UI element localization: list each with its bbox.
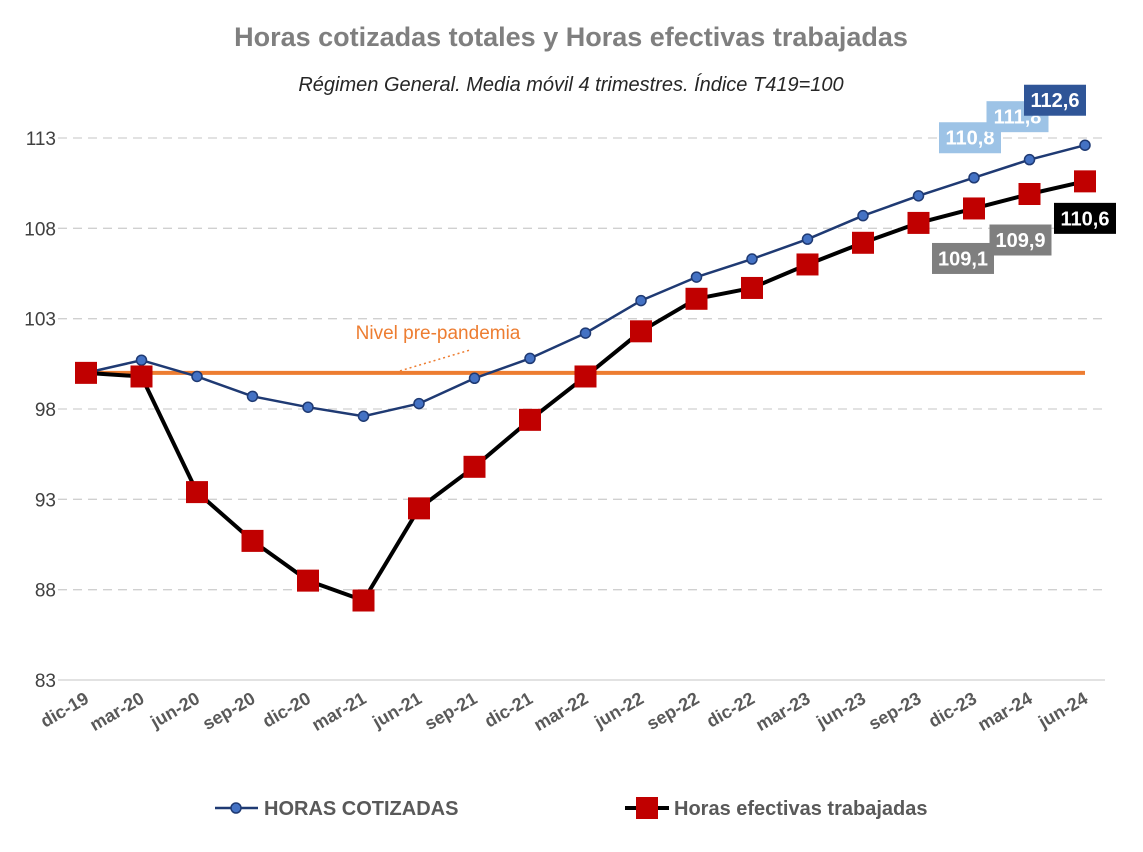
y-axis: 83 88 93 98 103 108 113 [24, 129, 56, 692]
chart-title: Horas cotizadas totales y Horas efectiva… [234, 22, 908, 52]
point-horas-efectivas [574, 365, 597, 388]
point-horas-efectivas [408, 497, 430, 520]
y-tick-label: 108 [24, 219, 56, 240]
point-horas-efectivas [519, 408, 541, 431]
x-tick-label: mar-24 [974, 688, 1035, 735]
point-horas-efectivas [241, 529, 264, 552]
value-label-text: 110,8 [946, 128, 995, 150]
value-label-box [1054, 202, 1116, 234]
point-horas-efectivas [741, 276, 763, 299]
value-label-box [1024, 84, 1086, 116]
point-horas-efectivas [907, 211, 930, 234]
x-tick-label: dic-22 [703, 688, 758, 731]
series-group [75, 139, 1096, 612]
y-tick-label: 98 [35, 400, 56, 421]
y-tick-label: 88 [35, 581, 56, 602]
x-tick-label: sep-23 [865, 688, 924, 734]
chart-subtitle: Régimen General. Media móvil 4 trimestre… [298, 73, 843, 96]
point-horas-efectivas [685, 287, 708, 310]
point-horas-efectivas [463, 455, 486, 478]
point-horas-cotizadas [635, 294, 647, 307]
point-horas-cotizadas [468, 372, 481, 385]
legend-item-horas-cotizadas: HORAS COTIZADAS [215, 798, 458, 820]
point-horas-efectivas [630, 320, 652, 343]
reference-label-leader [399, 349, 471, 372]
point-horas-efectivas [963, 197, 985, 220]
x-tick-label: mar-21 [308, 688, 369, 735]
value-label-box [932, 242, 994, 274]
point-horas-efectivas [186, 481, 208, 504]
point-horas-cotizadas [357, 410, 370, 422]
value-label-text: 109,1 [938, 248, 988, 270]
x-tick-label: sep-20 [199, 688, 258, 734]
point-horas-cotizadas [746, 253, 758, 265]
point-horas-cotizadas [246, 390, 259, 403]
legend-marker [230, 802, 242, 814]
point-horas-cotizadas [413, 397, 425, 410]
value-label-text: 112,6 [1031, 90, 1080, 112]
point-horas-cotizadas [524, 352, 536, 365]
value-label: 110,6 [1054, 202, 1116, 234]
point-horas-efectivas [75, 361, 97, 384]
point-horas-cotizadas [1079, 139, 1091, 151]
y-tick-label: 103 [24, 310, 56, 331]
x-tick-label: dic-23 [925, 688, 980, 731]
point-horas-cotizadas [801, 233, 814, 245]
value-label-text: 110,6 [1061, 208, 1110, 230]
point-horas-efectivas [796, 253, 819, 276]
x-tick-label: dic-19 [37, 688, 92, 731]
x-tick-label: jun-22 [590, 688, 647, 732]
value-label-text: 109,9 [995, 230, 1045, 252]
value-label: 109,9 [989, 224, 1052, 256]
legend-marker [636, 797, 658, 819]
x-tick-label: sep-22 [643, 688, 702, 734]
legend-item-horas-efectivas: Horas efectivas trabajadas [625, 797, 927, 820]
point-horas-cotizadas [690, 271, 703, 283]
point-horas-cotizadas [135, 354, 148, 366]
point-horas-cotizadas [857, 209, 869, 222]
point-horas-cotizadas [579, 327, 592, 339]
point-horas-efectivas [1018, 183, 1041, 206]
x-tick-label: mar-23 [752, 688, 813, 735]
y-tick-label: 93 [35, 490, 56, 511]
x-tick-label: dic-20 [259, 688, 314, 731]
reference-line-label: Nivel pre-pandemia [356, 323, 521, 344]
point-horas-efectivas [130, 365, 153, 388]
legend-label: HORAS COTIZADAS [264, 798, 458, 820]
point-horas-efectivas [1074, 170, 1096, 193]
point-horas-efectivas [852, 231, 874, 254]
legend-label: Horas efectivas trabajadas [674, 798, 927, 820]
x-tick-label: mar-20 [86, 688, 147, 735]
legend: HORAS COTIZADAS Horas efectivas trabajada… [215, 797, 927, 820]
point-horas-efectivas [352, 589, 375, 612]
value-label: 109,1 [932, 242, 994, 274]
grid [58, 137, 1105, 681]
value-label-box [989, 224, 1052, 256]
y-tick-label: 113 [26, 129, 56, 150]
x-tick-label: sep-21 [421, 688, 480, 734]
point-horas-cotizadas [191, 370, 203, 383]
x-tick-label: jun-23 [812, 688, 869, 732]
point-horas-cotizadas [912, 190, 925, 202]
x-tick-label: jun-24 [1034, 688, 1091, 732]
point-horas-cotizadas [302, 401, 314, 413]
value-label: 112,6 [1024, 84, 1086, 116]
point-horas-cotizadas [1023, 153, 1036, 166]
y-tick-label: 83 [35, 671, 56, 692]
x-tick-label: mar-22 [530, 688, 591, 735]
x-tick-label: dic-21 [481, 688, 536, 731]
x-tick-label: jun-21 [368, 688, 425, 732]
point-horas-cotizadas [968, 171, 980, 184]
x-tick-label: jun-20 [146, 688, 203, 732]
point-horas-efectivas [297, 569, 319, 592]
